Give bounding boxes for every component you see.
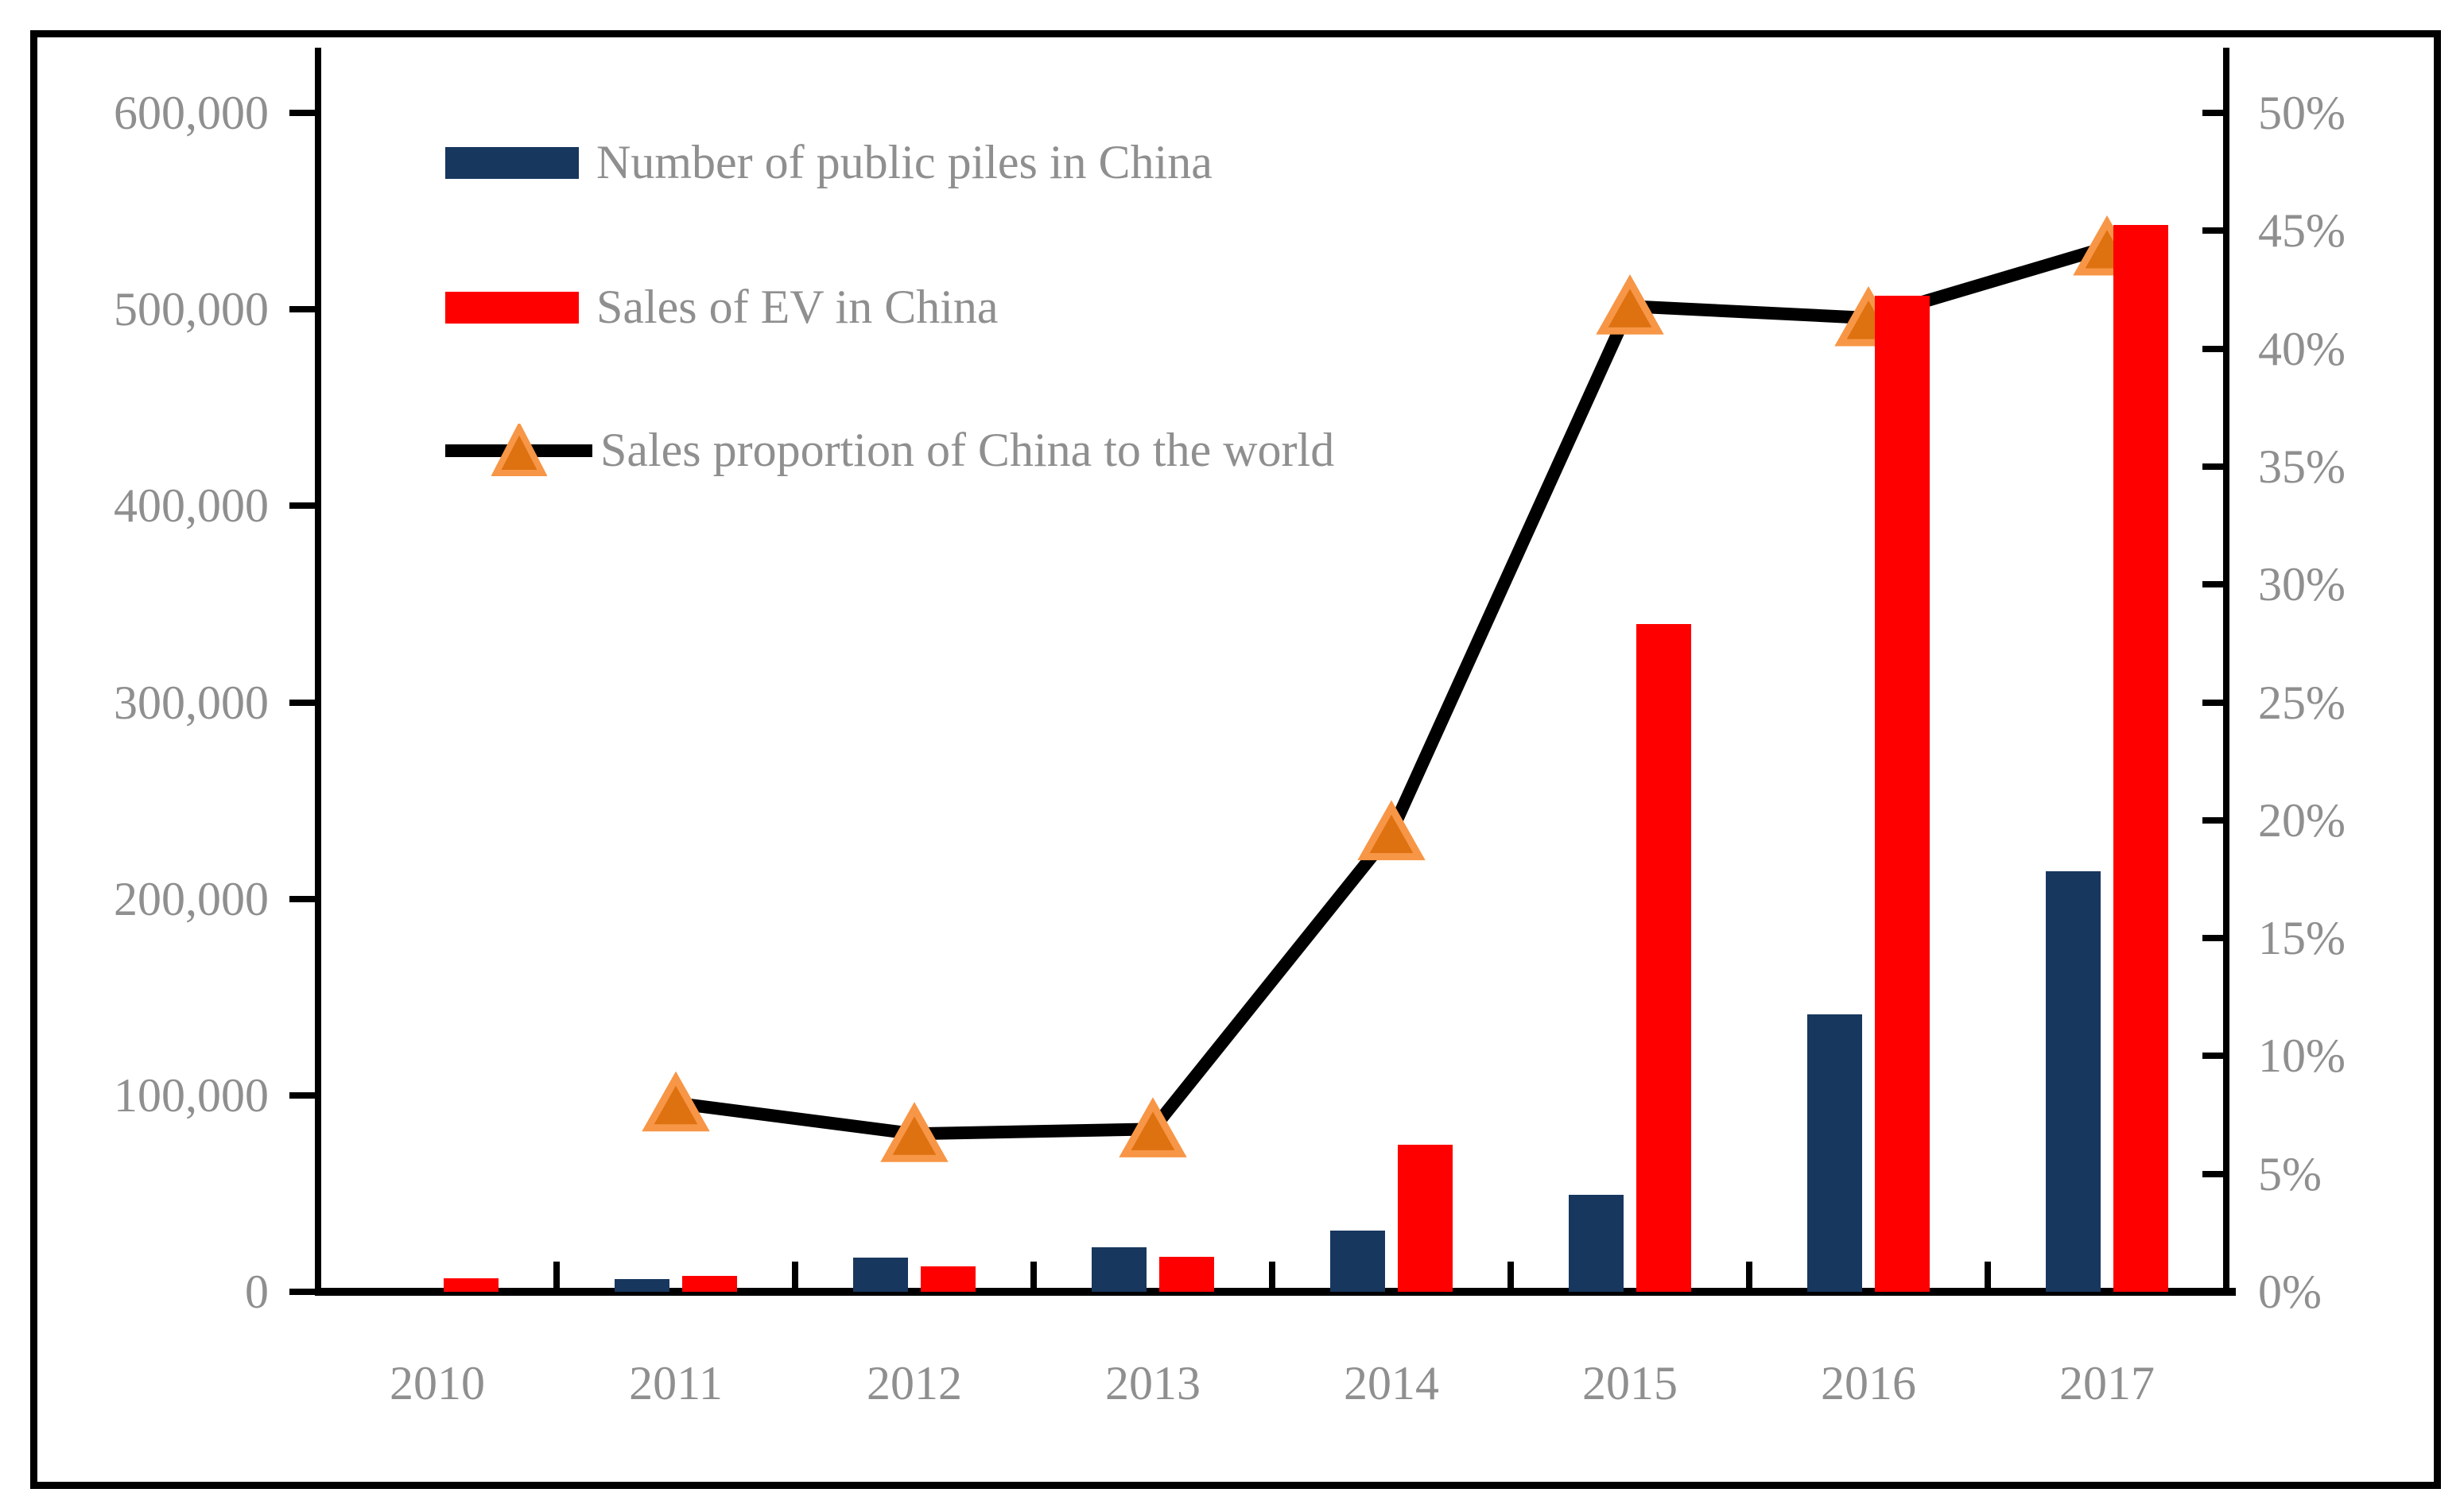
left-axis-tick-label: 300,000	[114, 676, 269, 729]
right-axis-tick-label: 35%	[2258, 440, 2346, 493]
left-axis-tick	[289, 1091, 315, 1099]
right-axis-tick	[2202, 110, 2229, 116]
right-axis-tick	[2202, 581, 2229, 588]
bar-ev-sales-2015	[1636, 624, 1691, 1292]
x-axis-line	[315, 1288, 2236, 1296]
triangle-marker	[1357, 800, 1426, 861]
left-axis-tick	[289, 110, 315, 116]
right-axis-tick	[2202, 935, 2229, 942]
legend-item-ev-sales-label: Sales of EV in China	[596, 281, 999, 333]
bar-ev-sales-2013	[1159, 1257, 1214, 1292]
left-axis-tick-label: 200,000	[114, 872, 269, 925]
left-axis-tick	[289, 699, 315, 706]
x-axis-tick	[1746, 1262, 1752, 1292]
triangle-marker	[880, 1102, 949, 1162]
bar-piles-2016	[1807, 1014, 1862, 1292]
legend-item-ev-sales-swatch	[445, 291, 579, 324]
x-axis-category-label: 2015	[1582, 1357, 1678, 1409]
right-axis-tick-label: 5%	[2258, 1147, 2322, 1200]
legend-item-proportion: Sales proportion of China to the world	[445, 423, 1334, 478]
x-axis-tick	[1030, 1262, 1037, 1292]
right-axis-line	[2223, 48, 2229, 1296]
bar-piles-2013	[1092, 1247, 1147, 1292]
x-axis-category-label: 2010	[390, 1357, 485, 1409]
left-axis-tick	[289, 1289, 315, 1295]
right-axis-tick-label: 0%	[2258, 1266, 2322, 1318]
right-axis-tick-label: 50%	[2258, 87, 2346, 139]
triangle-marker	[1596, 274, 1664, 335]
right-axis-tick-label: 20%	[2258, 793, 2346, 847]
left-axis-tick-label: 600,000	[114, 87, 269, 139]
left-axis-tick-label: 500,000	[114, 283, 269, 336]
right-axis-tick	[2202, 463, 2229, 470]
right-axis-tick	[2202, 345, 2229, 352]
bar-ev-sales-2016	[1875, 296, 1930, 1292]
x-axis-category-label: 2013	[1105, 1357, 1201, 1409]
x-axis-category-label: 2017	[2059, 1357, 2155, 1409]
legend-item-ev-sales: Sales of EV in China	[445, 280, 999, 335]
x-axis-category-label: 2016	[1821, 1357, 1916, 1409]
left-axis-tick	[289, 306, 315, 313]
legend-line-swatch	[445, 423, 592, 476]
right-axis-tick-label: 25%	[2258, 676, 2346, 729]
bar-piles-2014	[1330, 1231, 1385, 1292]
x-axis-category-label: 2011	[629, 1357, 723, 1409]
right-axis-tick	[2202, 1170, 2229, 1177]
x-axis-tick	[1508, 1262, 1514, 1292]
legend-item-piles: Number of public piles in China	[445, 135, 1213, 190]
right-axis-tick-label: 40%	[2258, 322, 2346, 375]
figure-border	[30, 30, 2441, 1489]
bar-ev-sales-2011	[682, 1276, 737, 1292]
x-axis-tick	[1269, 1262, 1275, 1292]
bar-ev-sales-2010	[444, 1278, 499, 1292]
left-axis-tick	[289, 895, 315, 902]
bar-piles-2011	[615, 1279, 669, 1292]
legend-triangle-icon	[491, 423, 547, 476]
bar-piles-2017	[2046, 871, 2101, 1292]
left-axis-tick	[289, 502, 315, 510]
legend-item-piles-swatch	[445, 146, 579, 179]
x-axis-tick	[553, 1262, 560, 1292]
left-axis-tick-label: 400,000	[114, 479, 269, 533]
bar-ev-sales-2012	[921, 1266, 976, 1292]
triangle-marker	[642, 1071, 710, 1132]
bar-piles-2012	[853, 1258, 908, 1292]
bar-ev-sales-2014	[1398, 1145, 1453, 1292]
bar-ev-sales-2017	[2113, 225, 2168, 1292]
x-axis-tick	[1985, 1262, 1991, 1292]
right-axis-tick	[2202, 816, 2229, 824]
right-axis-tick-label: 10%	[2258, 1029, 2346, 1083]
x-axis-category-label: 2012	[867, 1357, 962, 1409]
triangle-marker	[1119, 1097, 1187, 1157]
right-axis-tick-label: 45%	[2258, 204, 2346, 258]
left-axis-line	[315, 48, 321, 1296]
x-axis-tick	[792, 1262, 798, 1292]
right-axis-tick	[2202, 1053, 2229, 1060]
right-axis-tick-label: 30%	[2258, 558, 2346, 611]
left-axis-tick-label: 0	[245, 1266, 269, 1318]
legend-item-piles-label: Number of public piles in China	[596, 136, 1213, 188]
right-axis-tick	[2202, 1289, 2229, 1295]
legend-item-proportion-label: Sales proportion of China to the world	[600, 424, 1335, 476]
right-axis-tick	[2202, 699, 2229, 706]
right-axis-tick-label: 15%	[2258, 912, 2346, 965]
right-axis-tick	[2202, 227, 2229, 235]
x-axis-category-label: 2014	[1344, 1357, 1439, 1409]
bar-piles-2015	[1569, 1195, 1624, 1292]
left-axis-tick-label: 100,000	[114, 1068, 269, 1122]
